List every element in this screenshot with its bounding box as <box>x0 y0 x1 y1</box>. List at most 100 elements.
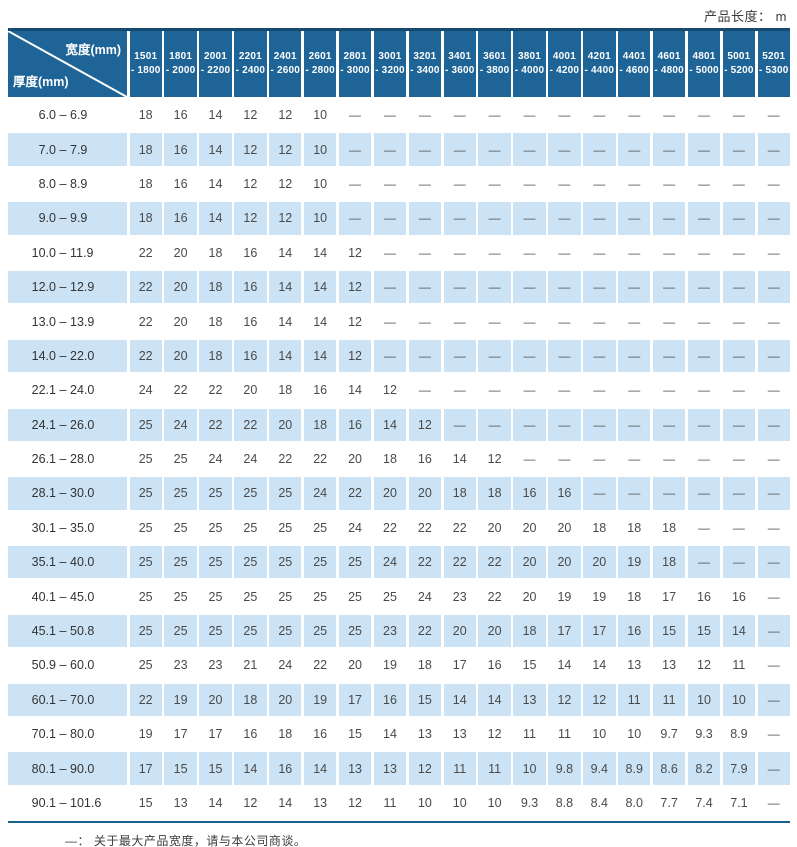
column-header-range-end: - 3200 <box>375 65 405 76</box>
row-label-min: 26.1 <box>31 452 56 467</box>
row-label-max: 13.9 <box>70 314 95 329</box>
value-cell: 16 <box>548 477 581 510</box>
value-cell: 20 <box>408 477 442 510</box>
value-cell: 18 <box>618 580 651 613</box>
row-label-dash: – <box>59 658 67 673</box>
row-label-thickness-range: 40.1–45.0 <box>8 580 127 613</box>
value-cell: 12 <box>478 442 511 476</box>
value-cell: 25 <box>269 614 302 648</box>
column-header-range-end: - 5200 <box>724 65 754 76</box>
value-cell: 13 <box>164 786 197 820</box>
row-label-dash: – <box>59 555 67 570</box>
value-cell-not-available: — <box>722 305 756 338</box>
value-cell-not-available: — <box>722 236 756 269</box>
value-cell: 14 <box>443 683 476 717</box>
value-cell-not-available: — <box>583 442 616 476</box>
table-row: 45.1–50.8 25 25 25 25 25 25 25 23 22 20 20 18 17 17 16 1… <box>8 614 790 648</box>
value-cell-not-available: — <box>443 133 476 166</box>
value-cell: 13 <box>618 649 651 682</box>
value-cell-not-available: — <box>687 99 721 132</box>
value-cell: 12 <box>478 718 511 751</box>
value-cell: 15 <box>338 718 372 751</box>
value-cell: 12 <box>269 167 302 201</box>
value-cell: 18 <box>129 167 162 201</box>
value-cell: 16 <box>618 614 651 648</box>
value-cell: 18 <box>199 339 232 373</box>
value-cell-not-available: — <box>757 99 790 132</box>
column-header-range-end: - 4200 <box>549 65 580 76</box>
value-cell: 17 <box>548 614 581 648</box>
row-label-max: 11.9 <box>70 245 94 260</box>
value-cell-not-available: — <box>583 339 616 373</box>
value-cell: 25 <box>129 580 162 613</box>
value-cell-not-available: — <box>618 167 651 201</box>
table-row: 13.0–13.9 22 20 18 16 14 14 12— — — — — — — — — — — — <box>8 305 790 338</box>
value-cell: 10 <box>687 683 721 717</box>
value-cell: 25 <box>303 580 337 613</box>
value-cell: 20 <box>513 580 546 613</box>
value-cell-not-available: — <box>757 236 790 269</box>
value-cell: 16 <box>408 442 442 476</box>
value-cell: 10 <box>513 752 546 785</box>
value-cell-not-available: — <box>757 614 790 648</box>
value-cell: 14 <box>269 786 302 820</box>
value-cell-not-available: — <box>583 202 616 235</box>
value-cell-not-available: — <box>478 167 511 201</box>
value-cell-not-available: — <box>548 236 581 269</box>
value-cell: 20 <box>513 511 546 545</box>
value-cell: 22 <box>234 408 267 441</box>
column-header-range-end: - 3600 <box>444 65 475 76</box>
value-cell-not-available: — <box>443 202 476 235</box>
row-label-thickness-range: 8.0–8.9 <box>8 167 127 201</box>
value-cell: 17 <box>164 718 197 751</box>
column-header: 2201 - 2400 <box>234 31 267 97</box>
value-cell: 18 <box>269 718 302 751</box>
row-label-dash: – <box>59 624 67 639</box>
value-cell: 25 <box>164 477 197 510</box>
column-header-range-end: - 4800 <box>654 65 684 76</box>
value-cell-not-available: — <box>757 786 790 820</box>
value-cell: 12 <box>269 99 302 132</box>
table-row: 6.0–6.9 18 16 14 12 12 10— — — — — — — — — — — — — <box>8 99 790 132</box>
value-cell-not-available: — <box>618 202 651 235</box>
value-cell: 25 <box>269 477 302 510</box>
value-cell: 20 <box>338 442 372 476</box>
row-label-thickness-range: 14.0–22.0 <box>8 339 127 373</box>
value-cell: 8.4 <box>583 786 616 820</box>
row-label-thickness-range: 30.1–35.0 <box>8 511 127 545</box>
value-cell-not-available: — <box>443 408 476 441</box>
column-header: 4001 - 4200 <box>548 31 581 97</box>
value-cell: 25 <box>303 546 337 579</box>
value-cell: 20 <box>548 546 581 579</box>
row-label-max: 26.0 <box>70 417 95 432</box>
table-row: 28.1–30.0 25 25 25 25 25 24 22 20 20 18 18 16 16— — — — —… <box>8 477 790 510</box>
value-cell-not-available: — <box>687 167 721 201</box>
row-label-min: 10.0 <box>31 245 56 260</box>
row-label-dash: – <box>59 692 67 707</box>
row-label-max: 30.0 <box>70 486 95 501</box>
value-cell-not-available: — <box>513 374 546 407</box>
value-cell-not-available: — <box>722 477 756 510</box>
value-cell: 25 <box>129 649 162 682</box>
column-header-range-end: - 2600 <box>270 65 301 76</box>
row-label-thickness-range: 28.1–30.0 <box>8 477 127 510</box>
value-cell: 24 <box>164 408 197 441</box>
column-header-range-start: 3601 <box>483 50 507 62</box>
value-cell-not-available: — <box>652 99 686 132</box>
value-cell: 22 <box>303 442 337 476</box>
value-cell: 15 <box>513 649 546 682</box>
value-cell-not-available: — <box>583 477 616 510</box>
column-header: 5201 - 5300 <box>757 31 790 97</box>
value-cell: 25 <box>199 614 232 648</box>
table-row: 12.0–12.9 22 20 18 16 14 14 12— — — — — — — — — — — — <box>8 270 790 304</box>
value-cell: 20 <box>164 305 197 338</box>
value-cell: 25 <box>199 511 232 545</box>
value-cell: 19 <box>164 683 197 717</box>
column-header-range-start: 2201 <box>238 50 262 62</box>
row-label-dash: – <box>59 417 67 432</box>
column-header: 2601 - 2800 <box>303 31 337 97</box>
value-cell: 9.7 <box>652 718 686 751</box>
value-cell: 7.4 <box>687 786 721 820</box>
column-header-range-end: - 3000 <box>340 65 370 76</box>
value-cell: 24 <box>303 477 337 510</box>
